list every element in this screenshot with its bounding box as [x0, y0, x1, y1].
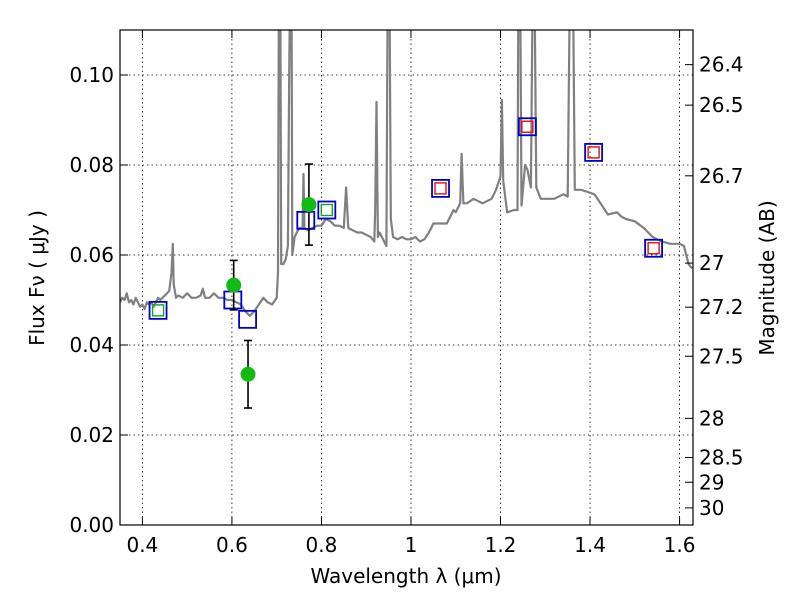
y-tick-label: 0.08 — [69, 153, 114, 177]
x-tick-label: 1 — [405, 533, 418, 557]
right-tick-label: 30 — [699, 496, 724, 520]
y-tick-label: 0.06 — [69, 243, 114, 267]
model-square — [431, 178, 450, 198]
model-square — [238, 309, 257, 329]
model-square — [317, 200, 337, 220]
model-square-inner — [434, 182, 447, 195]
x-tick-label: 1.6 — [664, 533, 696, 557]
y-tick-label: 0.02 — [69, 423, 114, 447]
spectrum-line — [120, 30, 693, 317]
model-square-inner — [647, 242, 660, 255]
y-tick-label: 0.00 — [69, 513, 114, 537]
right-tick-label: 27 — [699, 251, 724, 275]
model-square — [148, 300, 168, 320]
model-square — [296, 210, 316, 230]
grid-lines — [120, 30, 693, 526]
x-tick-label: 0.6 — [216, 533, 248, 557]
right-tick-label: 29 — [699, 470, 724, 494]
axis-ticks: 0.4 0.6 0.8 1 1.2 1.4 1.6 0.00 0.02 0.04 0.06 0.08 0… — [69, 30, 744, 557]
model-square-inner — [151, 304, 165, 317]
x-axis-label: Wavelength λ (μm) — [310, 564, 501, 588]
plot-frame — [119, 29, 694, 526]
right-tick-label: 26.5 — [699, 93, 744, 117]
y-axis-label: Flux Fν ( μJy ) — [25, 210, 49, 346]
model-square-inner — [587, 146, 600, 159]
model-square-inner — [320, 203, 334, 217]
y-tick-label: 0.04 — [69, 333, 114, 357]
right-tick-label: 27.5 — [699, 344, 744, 368]
marks-layer — [148, 117, 664, 409]
x-tick-label: 0.4 — [126, 533, 158, 557]
x-tick-label: 0.8 — [306, 533, 338, 557]
model-square-inner — [521, 120, 534, 133]
model-square — [644, 238, 664, 258]
right-tick-label: 26.4 — [699, 53, 744, 77]
right-tick-label: 28.5 — [699, 446, 744, 470]
photometry-point — [301, 197, 317, 213]
spectrum-layer — [120, 30, 693, 317]
right-tick-label: 27.2 — [699, 295, 744, 319]
photometry-point — [240, 366, 256, 382]
x-tick-label: 1.4 — [574, 533, 606, 557]
y-tick-label: 0.10 — [69, 63, 114, 87]
right-y-axis-label: Magnitude (AB) — [755, 200, 779, 355]
photometry-point — [226, 277, 242, 293]
right-tick-label: 28 — [699, 406, 724, 430]
x-tick-label: 1.2 — [485, 533, 517, 557]
model-square — [517, 117, 537, 137]
right-tick-label: 26.7 — [699, 164, 744, 188]
model-square — [584, 142, 604, 162]
